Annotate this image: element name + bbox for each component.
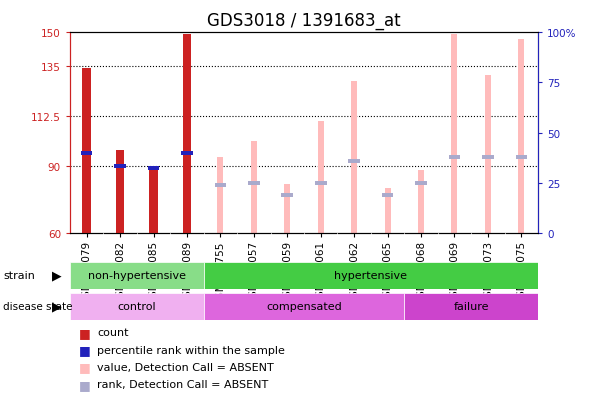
Text: GSM180059: GSM180059 [282, 241, 292, 304]
Bar [385, 189, 390, 233]
Text: count: count [97, 328, 129, 337]
Text: GSM180089: GSM180089 [182, 241, 192, 304]
Bar [351, 82, 357, 233]
Bar [485, 75, 491, 233]
Bar [251, 142, 257, 233]
Bar [150, 171, 157, 233]
Text: percentile rank within the sample: percentile rank within the sample [97, 345, 285, 355]
Bar [519, 40, 524, 233]
Bar [382, 193, 393, 197]
Bar [315, 181, 326, 185]
Bar [285, 184, 290, 233]
Bar [218, 158, 223, 233]
Bar [148, 167, 159, 171]
Text: control: control [117, 301, 156, 312]
Text: ■: ■ [79, 378, 91, 391]
Bar [482, 155, 494, 159]
Title: GDS3018 / 1391683_at: GDS3018 / 1391683_at [207, 12, 401, 31]
Bar [83, 69, 91, 233]
Text: strain: strain [3, 271, 35, 281]
Bar [248, 181, 260, 185]
Text: rank, Detection Call = ABSENT: rank, Detection Call = ABSENT [97, 380, 269, 389]
Text: GSM178755: GSM178755 [215, 241, 226, 304]
Bar [204, 293, 404, 320]
Text: ■: ■ [79, 361, 91, 374]
Text: ■: ■ [79, 343, 91, 356]
Text: GSM180062: GSM180062 [349, 241, 359, 304]
Bar [449, 155, 460, 159]
Text: GSM180061: GSM180061 [316, 241, 326, 304]
Text: GSM180085: GSM180085 [148, 241, 159, 304]
Text: compensated: compensated [266, 301, 342, 312]
Bar [183, 35, 191, 233]
Bar [418, 171, 424, 233]
Bar [114, 164, 126, 169]
Bar [204, 262, 538, 289]
Bar [215, 183, 226, 187]
Text: GSM180057: GSM180057 [249, 241, 259, 304]
Text: GSM180068: GSM180068 [416, 241, 426, 304]
Text: ▶: ▶ [52, 269, 61, 282]
Bar [415, 181, 427, 185]
Bar [318, 122, 323, 233]
Bar [452, 35, 457, 233]
Bar [81, 151, 92, 155]
Bar [181, 151, 193, 155]
Text: non-hypertensive: non-hypertensive [88, 271, 186, 281]
Text: GSM180073: GSM180073 [483, 241, 493, 304]
Text: ■: ■ [79, 326, 91, 339]
Bar [116, 151, 124, 233]
Bar [516, 155, 527, 159]
Text: GSM180079: GSM180079 [81, 241, 92, 304]
Text: GSM180069: GSM180069 [449, 241, 460, 304]
Text: GSM180065: GSM180065 [382, 241, 393, 304]
Text: hypertensive: hypertensive [334, 271, 407, 281]
Bar [70, 262, 204, 289]
Bar [282, 193, 293, 197]
Text: value, Detection Call = ABSENT: value, Detection Call = ABSENT [97, 362, 274, 372]
Text: failure: failure [454, 301, 489, 312]
Bar [404, 293, 538, 320]
Text: disease state: disease state [3, 301, 72, 312]
Bar [70, 293, 204, 320]
Bar [348, 159, 360, 163]
Text: GSM180075: GSM180075 [516, 241, 527, 304]
Text: ▶: ▶ [52, 300, 61, 313]
Text: GSM180082: GSM180082 [115, 241, 125, 304]
